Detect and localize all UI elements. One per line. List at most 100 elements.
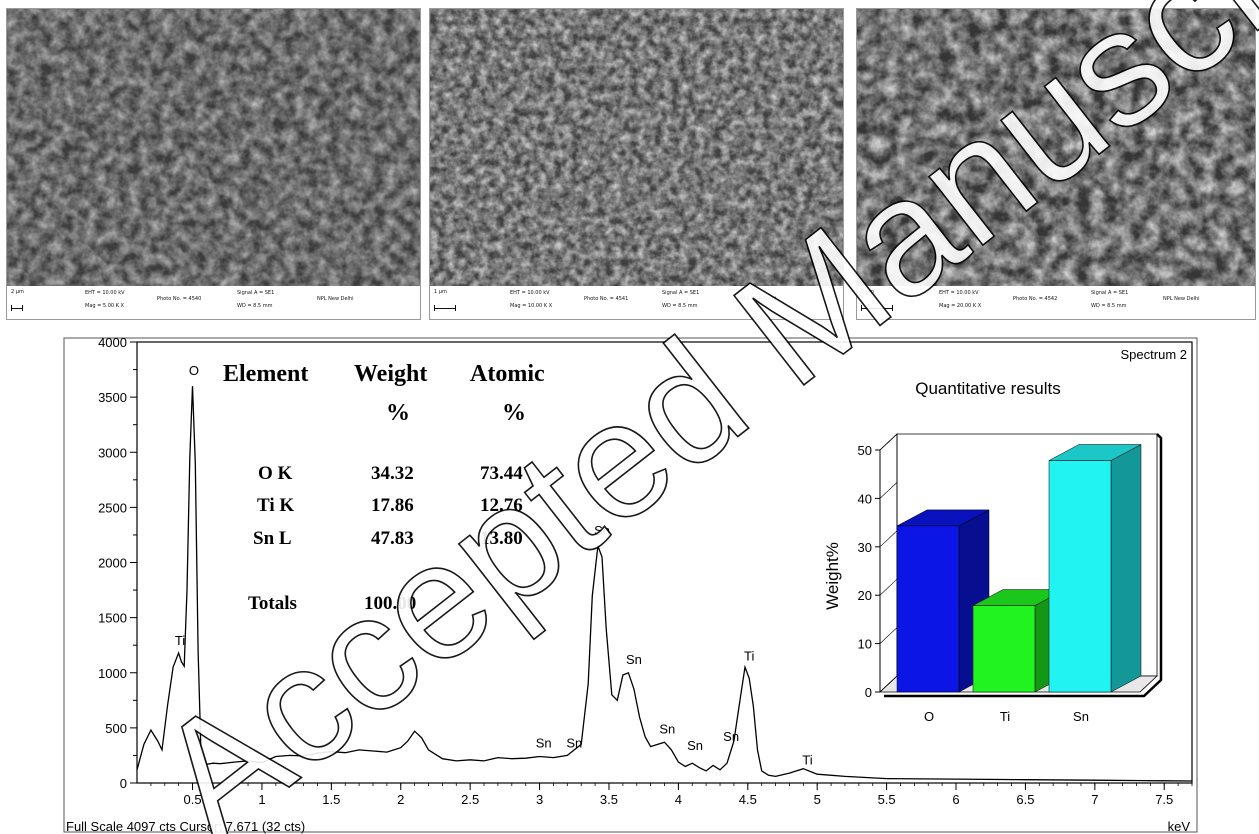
x-tick-label: 5.5 [878, 792, 896, 807]
inset-gridline [879, 578, 898, 596]
wd-label: WD = 8.5 mm [237, 303, 273, 309]
table-row-atomic: 12.76 [480, 495, 523, 516]
inset-y-tick-label: 0 [865, 685, 872, 700]
mag-label: Mag = 5.00 K X [85, 303, 124, 309]
lab-label: NPL New Delhi [317, 296, 354, 302]
y-tick-label: 3000 [98, 445, 127, 460]
inset-gridline [879, 530, 898, 548]
inset-y-tick-label: 30 [858, 540, 872, 555]
signal-label: Signal A = SE1 [662, 290, 700, 296]
inset-bar-o [896, 509, 990, 693]
inset-category-label: Ti [1000, 709, 1010, 724]
spectrum-title: Spectrum 2 [1121, 347, 1187, 362]
peak-label: O [189, 363, 199, 378]
table-row-element: O K [258, 463, 293, 484]
peak-label: Sn [723, 729, 739, 744]
x-tick-label: 3 [536, 792, 543, 807]
x-tick-label: 6 [952, 792, 959, 807]
x-tick-label: 4 [675, 792, 682, 807]
mag-label: Mag = 10.00 K X [510, 303, 553, 309]
table-row-atomic: 13.80 [480, 528, 523, 549]
scale-bar-label: 2 μm [11, 289, 24, 295]
scale-bar-label: 1 μm [434, 289, 447, 295]
x-tick-label: 1.5 [322, 792, 340, 807]
table-unit-weight: % [386, 400, 410, 426]
x-tick-label: 0.5 [183, 792, 201, 807]
x-tick-label: 4.5 [739, 792, 757, 807]
inset-y-tick-label: 20 [858, 588, 872, 603]
sem-info-bar-1: 2 μm EHT = 10.00 kV Mag = 5.00 K X Photo… [7, 286, 420, 319]
scale-bar [861, 305, 893, 311]
y-tick-label: 3500 [98, 390, 127, 405]
x-tick-label: 1 [258, 792, 265, 807]
lab-label: NPL New Delhi [1163, 296, 1200, 302]
table-row-atomic: 73.44 [480, 463, 523, 484]
spectrum-series-line [136, 386, 1193, 782]
inset-category-label: O [924, 709, 934, 724]
inset-y-tick-label: 40 [858, 491, 872, 506]
sem-info-bar-3: 1 μm EHT = 10.00 kV Mag = 20.00 K X Phot… [857, 286, 1255, 319]
inset-y-axis-label: Weight% [823, 542, 842, 610]
composition-rows: O K 34.32 73.44 Ti K 17.86 12.76 Sn L 47… [248, 463, 523, 614]
table-row-weight: 47.83 [371, 528, 414, 549]
eht-label: EHT = 10.00 kV [510, 290, 550, 296]
inset-side-wall [879, 433, 898, 693]
inset-title: Quantitative results [915, 379, 1061, 398]
wd-label: WD = 8.5 mm [662, 303, 698, 309]
photo-label: Photo No. = 4541 [584, 296, 629, 302]
y-axis: 0 500 1000 1500 2000 2500 3000 3500 4000 [98, 336, 137, 791]
eht-label: EHT = 10.00 kV [85, 290, 125, 296]
bar-front-face [1048, 460, 1112, 693]
y-tick-label: 1000 [98, 666, 127, 681]
table-totals-label: Totals [248, 593, 297, 614]
plot-outer-frame [63, 337, 1198, 833]
table-header-element: Element [223, 361, 308, 387]
inset-category-label: Sn [1073, 709, 1089, 724]
x-tick-label: 3.5 [600, 792, 618, 807]
photo-label: Photo No. = 4540 [157, 296, 202, 302]
table-row-weight: 34.32 [371, 463, 414, 484]
x-tick-label: 2.5 [461, 792, 479, 807]
inset-bars: O Ti Sn [896, 444, 1142, 724]
sem-micrograph-3 [857, 9, 1255, 286]
signal-label: Signal A = SE1 [237, 290, 275, 296]
peak-label: Sn [687, 738, 703, 753]
inset-frame-shadow [884, 433, 1163, 698]
x-tick-label: 7 [1091, 792, 1098, 807]
peak-label: Ti [744, 649, 754, 664]
inset-gridline [879, 482, 898, 499]
y-tick-label: 500 [105, 721, 127, 736]
bar-front-face [896, 525, 960, 693]
eht-label: EHT = 10.00 kV [939, 290, 979, 296]
composition-table: Element Weight Atomic % % [223, 361, 545, 426]
sem-micrograph-2 [430, 9, 843, 286]
sem-info-bar-2: 1 μm EHT = 10.00 kV Mag = 10.00 K X Phot… [430, 286, 843, 319]
signal-label: Signal A = SE1 [1091, 290, 1129, 296]
sem-image-1: 2 μm EHT = 10.00 kV Mag = 5.00 K X Photo… [6, 8, 421, 320]
x-axis: 0.5 1 1.5 2 2.5 3 3.5 4 4.5 5 5.5 6 6.5 7 7.5 [150, 783, 1193, 807]
peak-annotations: O Ti Sn Sn Sn Sn Sn Sn Sn Ti Ti [175, 363, 813, 767]
bar-front-face [972, 605, 1036, 693]
table-unit-atomic: % [502, 400, 526, 426]
wd-label: WD = 8.5 mm [1091, 303, 1127, 309]
inset-gridline [879, 433, 898, 451]
inset-gridline [879, 675, 898, 693]
scale-bar [11, 305, 23, 311]
inset-y-tick-label: 10 [858, 637, 872, 652]
inset-y-axis: 0 10 20 30 40 50 [858, 433, 898, 700]
x-tick-label: 7.5 [1155, 792, 1173, 807]
x-tick-label: 2 [397, 792, 404, 807]
inset-bar-sn [1048, 444, 1142, 693]
scale-bar-label: 1 μm [861, 289, 874, 295]
photo-label: Photo No. = 4542 [1013, 296, 1058, 302]
mag-label: Mag = 20.00 K X [939, 303, 982, 309]
y-tick-label: 2500 [98, 500, 127, 515]
y-tick-label: 1500 [98, 611, 127, 626]
x-tick-label: 6.5 [1016, 792, 1034, 807]
sem-image-2: 1 μm EHT = 10.00 kV Mag = 10.00 K X Phot… [429, 8, 844, 320]
peak-label: Sn [626, 652, 642, 667]
peak-label: Sn [536, 736, 552, 751]
table-header-weight: Weight [354, 361, 427, 387]
x-tick-label: 5 [814, 792, 821, 807]
sem-image-3: 1 μm EHT = 10.00 kV Mag = 20.00 K X Phot… [856, 8, 1256, 320]
